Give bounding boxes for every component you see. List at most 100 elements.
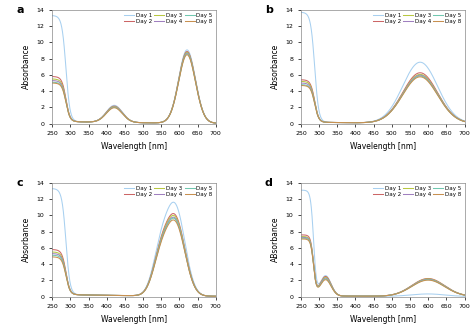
Day 5 [395, 291, 401, 295]
Day 1 [421, 62, 427, 66]
Day 4 [298, 235, 304, 239]
Day 5 [146, 121, 151, 125]
Day 8 [146, 282, 151, 286]
Day 5 [49, 253, 55, 257]
Day 5 [123, 115, 129, 119]
Day 4 [462, 293, 467, 297]
Text: a: a [16, 5, 24, 15]
Line: Day 3: Day 3 [52, 52, 216, 123]
Day 5 [173, 95, 178, 99]
X-axis label: Wavelength [nm]: Wavelength [nm] [101, 315, 167, 324]
Day 1 [395, 95, 401, 98]
Day 1 [298, 10, 304, 14]
Line: Day 3: Day 3 [301, 74, 465, 123]
Day 3 [146, 121, 151, 125]
Day 2 [49, 75, 55, 79]
Line: Day 8: Day 8 [52, 55, 216, 123]
Day 8 [159, 239, 164, 243]
Day 8 [340, 121, 346, 125]
Legend: Day 1, Day 2, Day 3, Day 4, Day 5, Day 8: Day 1, Day 2, Day 3, Day 4, Day 5, Day 8 [373, 185, 462, 198]
Line: Day 8: Day 8 [301, 77, 465, 123]
Day 1 [373, 119, 378, 123]
Day 5 [462, 120, 467, 124]
Day 2 [173, 213, 179, 217]
Day 3 [78, 120, 84, 124]
Day 3 [173, 215, 179, 219]
Day 4 [327, 281, 333, 285]
Day 4 [421, 278, 427, 282]
Day 5 [327, 121, 333, 125]
Day 2 [395, 291, 401, 295]
Day 2 [213, 294, 219, 298]
Day 4 [462, 120, 467, 124]
Day 5 [408, 81, 413, 85]
Day 8 [298, 237, 304, 241]
Day 5 [298, 236, 304, 240]
Line: Day 5: Day 5 [52, 218, 216, 296]
Day 8 [213, 121, 219, 125]
Day 1 [49, 14, 55, 18]
Legend: Day 1, Day 2, Day 3, Day 4, Day 5, Day 8: Day 1, Day 2, Day 3, Day 4, Day 5, Day 8 [124, 13, 213, 24]
Day 4 [146, 281, 151, 285]
Day 4 [373, 119, 378, 123]
Day 1 [351, 121, 357, 125]
Day 2 [408, 78, 413, 82]
Text: d: d [265, 178, 273, 188]
Day 4 [91, 293, 97, 297]
Day 1 [462, 294, 467, 298]
Day 1 [123, 115, 129, 119]
Day 4 [373, 294, 378, 298]
Day 3 [159, 235, 164, 239]
Line: Day 3: Day 3 [52, 215, 216, 296]
Day 1 [340, 121, 346, 125]
Day 3 [395, 100, 401, 104]
Day 2 [327, 280, 333, 284]
Day 3 [49, 77, 55, 81]
Line: Day 8: Day 8 [52, 220, 216, 296]
Day 8 [123, 294, 129, 298]
Day 5 [173, 218, 179, 222]
Day 4 [173, 95, 178, 99]
Day 5 [422, 76, 428, 80]
Day 1 [407, 293, 413, 297]
Day 8 [408, 285, 413, 289]
Day 3 [213, 294, 219, 298]
Day 5 [408, 285, 413, 289]
Day 3 [78, 293, 84, 297]
Day 8 [173, 219, 179, 223]
Day 8 [327, 282, 333, 286]
Line: Day 1: Day 1 [301, 12, 465, 123]
Day 3 [462, 119, 467, 123]
Day 2 [159, 120, 164, 124]
Day 4 [327, 121, 333, 125]
Day 1 [159, 120, 164, 124]
Day 1 [340, 294, 346, 298]
Day 4 [365, 294, 370, 298]
Day 1 [49, 187, 55, 191]
Day 8 [373, 119, 378, 123]
Day 1 [146, 279, 151, 283]
Day 3 [170, 214, 176, 217]
Day 8 [327, 121, 333, 125]
Day 4 [352, 121, 358, 125]
Day 4 [395, 100, 401, 104]
Day 5 [421, 278, 427, 282]
Day 4 [340, 294, 346, 298]
Day 4 [159, 237, 164, 241]
Day 4 [123, 294, 129, 298]
Day 5 [170, 216, 176, 220]
Day 2 [462, 119, 467, 123]
Day 8 [340, 294, 346, 298]
Day 3 [159, 120, 164, 124]
Day 2 [395, 99, 401, 103]
Day 1 [298, 188, 304, 192]
Day 3 [422, 74, 428, 78]
Y-axis label: ABsorbance: ABsorbance [271, 217, 280, 262]
Text: b: b [265, 5, 273, 15]
Day 3 [123, 294, 129, 298]
Day 2 [373, 294, 378, 298]
Day 8 [49, 255, 55, 259]
Day 8 [417, 75, 423, 79]
Day 8 [352, 121, 358, 125]
Day 3 [49, 250, 55, 254]
